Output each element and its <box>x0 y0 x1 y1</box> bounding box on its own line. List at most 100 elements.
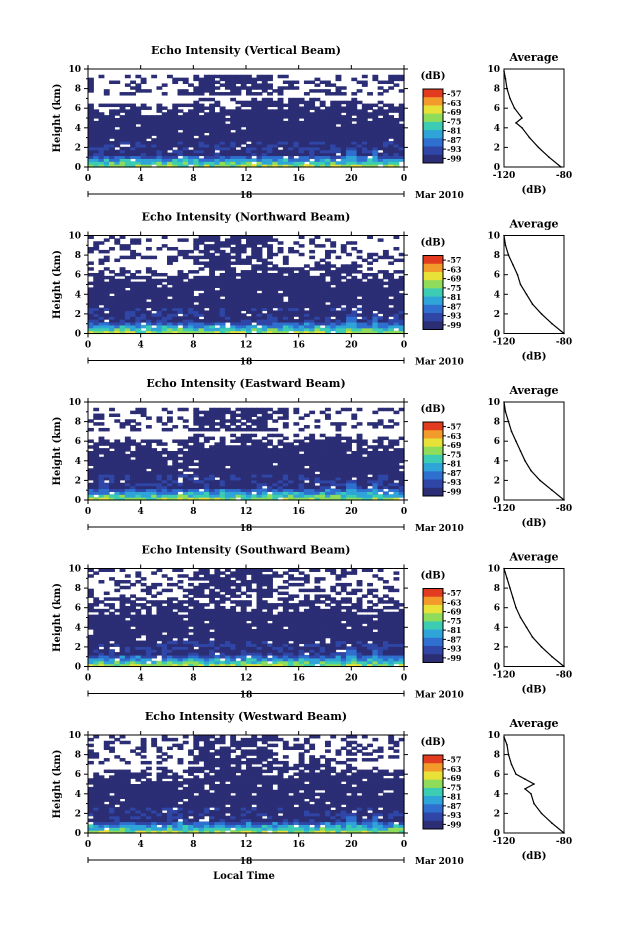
heatmap-cell <box>267 152 273 157</box>
heatmap-cell <box>351 416 358 420</box>
heatmap-cell <box>230 321 237 326</box>
heatmap-cell <box>193 307 200 312</box>
heatmap-cell <box>161 640 168 645</box>
heatmap-cell <box>88 427 94 432</box>
heatmap-cell <box>388 141 395 145</box>
heatmap-cell <box>151 620 158 624</box>
heatmap-cell <box>356 479 363 484</box>
heatmap-cell <box>188 155 194 159</box>
heatmap-cell <box>356 407 363 412</box>
heatmap-cell <box>214 427 221 432</box>
heatmap-cell <box>209 258 215 263</box>
heatmap-cell <box>246 281 252 286</box>
heatmap-cell <box>151 494 158 498</box>
heatmap-cell <box>177 319 184 323</box>
heatmap-cell <box>124 161 131 165</box>
heatmap-cell <box>124 316 131 320</box>
heatmap-cell <box>256 474 263 478</box>
heatmap-cell <box>240 442 247 446</box>
heatmap-cell <box>319 479 326 484</box>
heatmap-cell <box>161 324 168 329</box>
heatmap-cell <box>193 120 200 125</box>
heatmap-cell <box>135 313 142 317</box>
heatmap-cell <box>98 146 105 151</box>
heatmap-cell <box>335 146 342 151</box>
heatmap-cell <box>367 164 373 168</box>
heatmap-cell <box>235 155 242 159</box>
heatmap-cell <box>177 275 184 280</box>
heatmap-cell <box>88 304 94 309</box>
heatmap-cell <box>319 304 326 309</box>
heatmap-cell <box>140 597 147 601</box>
heatmap-cell <box>114 129 121 134</box>
heatmap-cell <box>288 164 294 168</box>
heatmap-cell <box>188 319 194 323</box>
heatmap-cell <box>103 143 110 148</box>
heatmap-cell <box>103 660 110 665</box>
heatmap-cell <box>367 296 373 300</box>
heatmap-cell <box>351 474 358 478</box>
heatmap-cell <box>140 319 147 323</box>
heatmap-cell <box>109 643 115 647</box>
heatmap-cell <box>256 416 263 420</box>
heatmap-cell <box>261 118 268 122</box>
heatmap-cell <box>267 109 273 113</box>
heatmap-cell <box>367 278 373 283</box>
heatmap-cell <box>130 488 136 492</box>
heatmap-cell <box>235 238 242 242</box>
heatmap-cell <box>124 129 131 134</box>
heatmap-cell <box>388 407 395 412</box>
heatmap-cell <box>235 281 242 286</box>
average-profile-point <box>512 264 514 266</box>
colorbar-label: -63 <box>447 98 462 108</box>
heatmap-cell <box>388 109 395 113</box>
heatmap-cell <box>367 290 373 294</box>
heatmap-cell <box>340 330 347 335</box>
heatmap-cell <box>256 74 263 79</box>
heatmap-cell <box>325 149 331 154</box>
heatmap-cell <box>103 649 110 653</box>
heatmap-cell <box>340 92 347 96</box>
heatmap-cell <box>351 247 358 251</box>
heatmap-cell <box>251 106 258 110</box>
heatmap-cell <box>145 281 152 286</box>
heatmap-cell <box>251 77 258 82</box>
heatmap-cell <box>188 296 194 300</box>
heatmap-cell <box>277 164 284 168</box>
heatmap-cell <box>130 600 136 604</box>
heatmap-cell <box>251 97 258 102</box>
heatmap-cell <box>219 77 226 82</box>
heatmap-cell <box>267 92 273 96</box>
average-profile-point <box>503 70 505 72</box>
heatmap-cell <box>119 307 126 312</box>
heatmap-cell <box>182 301 189 306</box>
heatmap-cell <box>325 272 331 277</box>
heatmap-cell <box>161 118 168 122</box>
heatmap-cell <box>256 100 263 105</box>
heatmap-cell <box>272 149 279 154</box>
heatmap-cell <box>298 152 305 157</box>
heatmap-cell <box>161 574 168 578</box>
heatmap-cell <box>288 474 294 478</box>
heatmap-cell <box>256 459 263 464</box>
heatmap-cell <box>372 313 379 317</box>
heatmap-cell <box>119 425 126 429</box>
heatmap-cell <box>298 106 305 110</box>
heatmap-cell <box>224 146 231 151</box>
heatmap-cell <box>325 123 331 128</box>
heatmap-cell <box>377 453 384 458</box>
heatmap-cell <box>209 155 215 159</box>
heatmap-cell <box>209 281 215 286</box>
heatmap-cell <box>124 456 131 461</box>
heatmap-cell <box>330 313 337 317</box>
heatmap-cell <box>124 657 131 662</box>
heatmap-cell <box>156 471 163 475</box>
colorbar-swatch <box>423 471 443 481</box>
heatmap-cell <box>256 465 263 469</box>
heatmap-cell <box>356 453 363 458</box>
heatmap-cell <box>240 112 247 116</box>
heatmap-cell <box>356 476 363 481</box>
average-profile-line <box>503 235 565 334</box>
heatmap-cell <box>272 456 279 461</box>
heatmap-cell <box>103 284 110 288</box>
